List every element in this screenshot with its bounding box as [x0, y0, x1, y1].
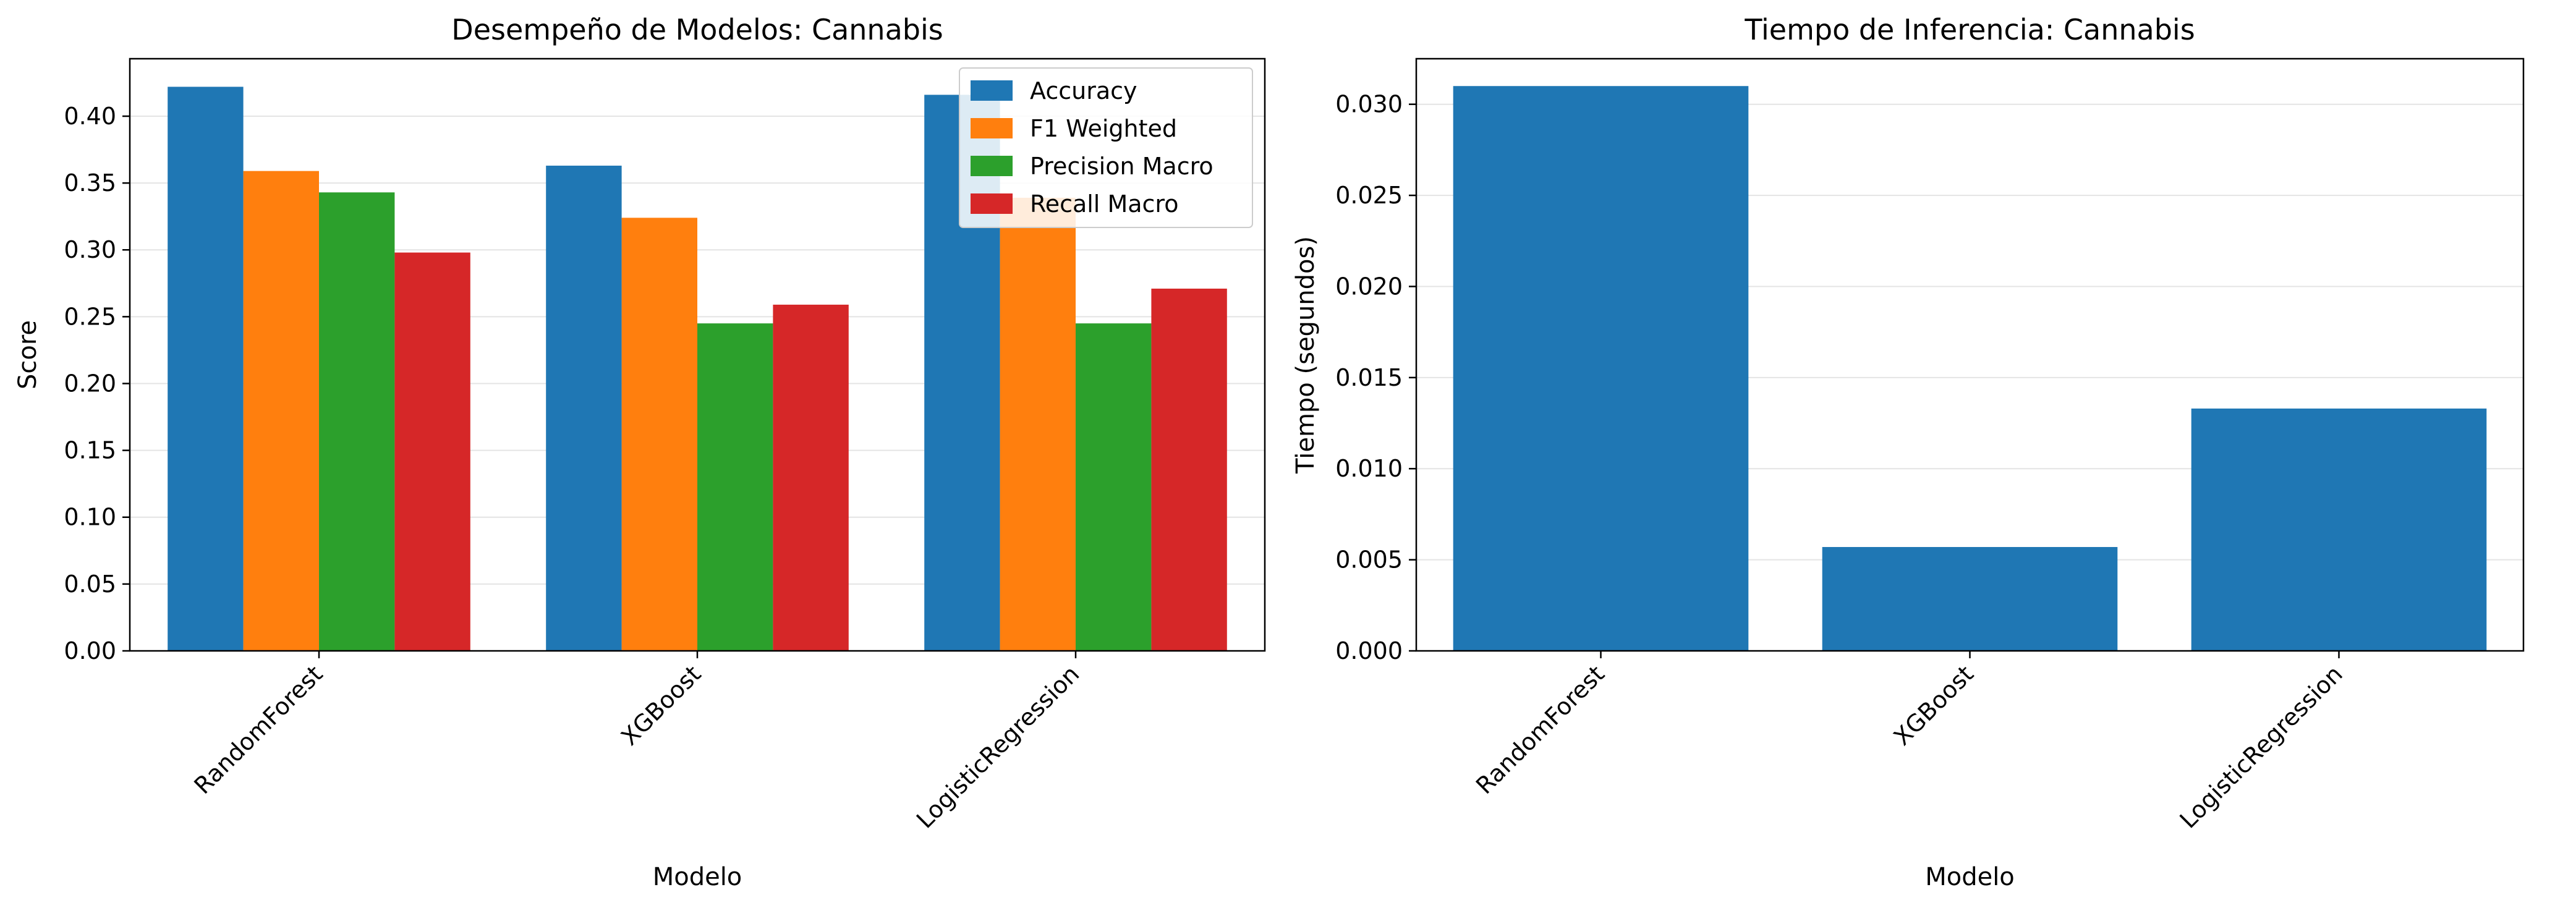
x-tick-label: XGBoost — [1889, 660, 1979, 750]
performance-bar — [546, 166, 622, 651]
y-tick-label: 0.030 — [1335, 91, 1403, 118]
performance-x-axis-label: Modelo — [653, 863, 742, 891]
y-tick-label: 0.05 — [64, 571, 116, 598]
performance-legend: Accuracy F1 Weighted Precision Macro Recall… — [959, 67, 1253, 228]
performance-x-ticks: RandomForest XGBoost LogisticRegression — [189, 651, 1084, 834]
time-bar — [1822, 546, 2118, 651]
time-y-axis-label: Tiempo (segundos) — [1291, 236, 1320, 474]
legend-label: Recall Macro — [1030, 190, 1178, 218]
legend-label: F1 Weighted — [1030, 115, 1177, 142]
y-tick-label: 0.025 — [1335, 182, 1403, 209]
time-bar — [1453, 86, 1749, 651]
performance-bar — [243, 171, 319, 651]
legend-box — [959, 67, 1253, 228]
time-bars — [1453, 86, 2487, 651]
performance-chart-title: Desempeño de Modelos: Cannabis — [451, 13, 943, 46]
legend-label: Accuracy — [1030, 77, 1137, 104]
y-tick-label: 0.35 — [64, 169, 116, 197]
y-tick-label: 0.00 — [64, 637, 116, 664]
time-x-axis-label: Modelo — [1925, 863, 2015, 891]
performance-bar — [168, 87, 244, 651]
y-tick-label: 0.25 — [64, 303, 116, 330]
performance-y-axis-label: Score — [14, 320, 42, 389]
y-tick-label: 0.005 — [1335, 546, 1403, 574]
time-y-ticks: 0.000 0.005 0.010 0.015 0.020 0.025 0.030 — [1335, 91, 1416, 664]
performance-bar — [319, 192, 395, 651]
performance-bars — [168, 87, 1227, 651]
x-tick-label: LogisticRegression — [911, 660, 1084, 833]
time-chart-title: Tiempo de Inferencia: Cannabis — [1744, 13, 2195, 46]
performance-bar — [1000, 197, 1076, 651]
y-tick-label: 0.000 — [1335, 637, 1403, 664]
legend-swatch — [971, 193, 1013, 214]
performance-bar — [697, 323, 773, 651]
performance-bar — [773, 304, 849, 651]
performance-bar — [394, 252, 470, 651]
performance-bar — [621, 218, 697, 651]
x-tick-label: LogisticRegression — [2175, 660, 2348, 833]
time-bar — [2191, 408, 2487, 651]
legend-label: Precision Macro — [1030, 153, 1214, 180]
legend-swatch — [971, 80, 1013, 101]
y-tick-label: 0.015 — [1335, 364, 1403, 391]
y-tick-label: 0.15 — [64, 437, 116, 464]
y-tick-label: 0.30 — [64, 236, 116, 263]
performance-bar — [1151, 288, 1227, 651]
legend-swatch — [971, 156, 1013, 176]
y-tick-label: 0.10 — [64, 504, 116, 531]
y-tick-label: 0.010 — [1335, 455, 1403, 482]
x-tick-label: RandomForest — [1471, 660, 1610, 799]
x-tick-label: RandomForest — [189, 660, 328, 799]
y-tick-label: 0.20 — [64, 370, 116, 397]
y-tick-label: 0.40 — [64, 103, 116, 130]
time-x-ticks: RandomForest XGBoost LogisticRegression — [1471, 651, 2348, 834]
performance-bar — [1076, 323, 1152, 651]
inference-time-chart: 0.000 0.005 0.010 0.015 0.020 0.025 0.030 Rand… — [1291, 13, 2525, 891]
performance-chart: 0.00 0.05 0.10 0.15 0.20 0.25 0.30 0.35 0.40 Ran… — [14, 13, 1266, 891]
x-tick-label: XGBoost — [616, 660, 706, 750]
legend-swatch — [971, 118, 1013, 138]
performance-y-ticks: 0.00 0.05 0.10 0.15 0.20 0.25 0.30 0.35 0.40 — [64, 103, 130, 664]
y-tick-label: 0.020 — [1335, 273, 1403, 300]
